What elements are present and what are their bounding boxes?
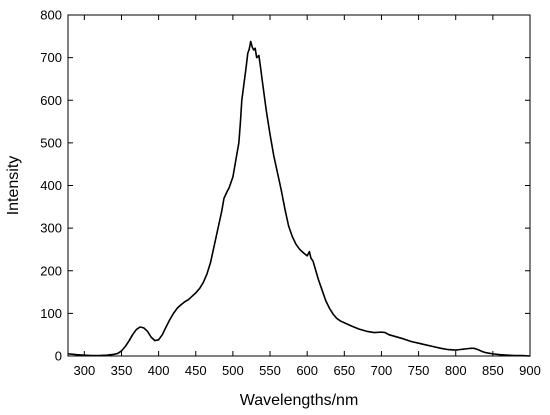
y-tick-label: 100 (40, 306, 62, 321)
x-tick-label: 700 (371, 363, 393, 378)
y-axis-title: Intensity (5, 156, 22, 216)
x-tick-label: 900 (519, 363, 541, 378)
x-axis-ticks: 300 350 400 450 500 550 600 650 700 750 800 850 900 (73, 15, 541, 378)
spectrum-line (67, 40, 531, 357)
x-tick-label: 650 (333, 363, 355, 378)
x-tick-label: 600 (296, 363, 318, 378)
y-tick-label: 0 (55, 349, 62, 364)
y-tick-label: 300 (40, 221, 62, 236)
y-tick-label: 800 (40, 8, 62, 23)
x-tick-label: 500 (222, 363, 244, 378)
y-tick-label: 200 (40, 263, 62, 278)
x-tick-label: 350 (111, 363, 133, 378)
plot-frame (67, 14, 531, 357)
x-tick-label: 550 (259, 363, 281, 378)
plot-area (67, 40, 531, 357)
x-tick-label: 850 (482, 363, 504, 378)
x-tick-label: 300 (73, 363, 95, 378)
y-tick-label: 600 (40, 93, 62, 108)
y-axis-ticks: 0 100 200 300 400 500 600 700 800 (40, 8, 530, 364)
x-axis-title: Wavelengths/nm (240, 392, 359, 409)
x-tick-label: 400 (148, 363, 170, 378)
y-tick-label: 400 (40, 178, 62, 193)
y-tick-label: 500 (40, 135, 62, 150)
x-tick-label: 800 (445, 363, 467, 378)
x-tick-label: 750 (408, 363, 430, 378)
x-tick-label: 450 (185, 363, 207, 378)
y-tick-label: 700 (40, 50, 62, 65)
